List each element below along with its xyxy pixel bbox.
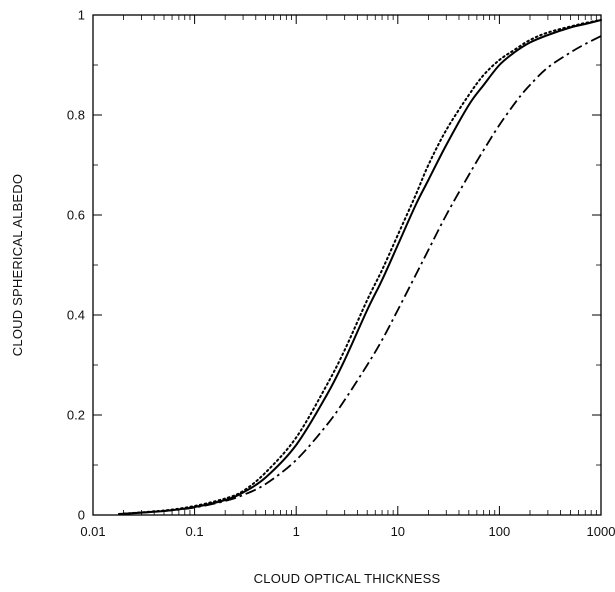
series-line-dotted (117, 19, 602, 515)
y-tick-label: 0.2 (67, 408, 85, 423)
y-tick-label: 0.4 (67, 308, 85, 323)
y-tick-label: 0.8 (67, 108, 85, 123)
series-line-dashdot (118, 35, 602, 515)
y-tick-label: 0 (78, 508, 85, 523)
y-axis-ticks: 0 0.2 0.4 0.6 0.8 1 (67, 8, 601, 523)
x-tick-label: 1 (293, 524, 300, 539)
x-tick-label: 0.01 (80, 524, 105, 539)
series-layer (117, 19, 602, 515)
x-axis-ticks: 0.01 0.1 1 10 100 1000 (80, 15, 615, 539)
x-tick-label: 10 (391, 524, 405, 539)
x-axis-label: CLOUD OPTICAL THICKNESS (254, 571, 441, 586)
y-tick-label: 1 (78, 8, 85, 23)
x-tick-label: 1000 (587, 524, 615, 539)
y-axis-label: CLOUD SPHERICAL ALBEDO (10, 174, 25, 356)
x-tick-label: 100 (489, 524, 511, 539)
series-line-solid (118, 19, 602, 515)
y-tick-label: 0.6 (67, 208, 85, 223)
x-tick-label: 0.1 (186, 524, 204, 539)
